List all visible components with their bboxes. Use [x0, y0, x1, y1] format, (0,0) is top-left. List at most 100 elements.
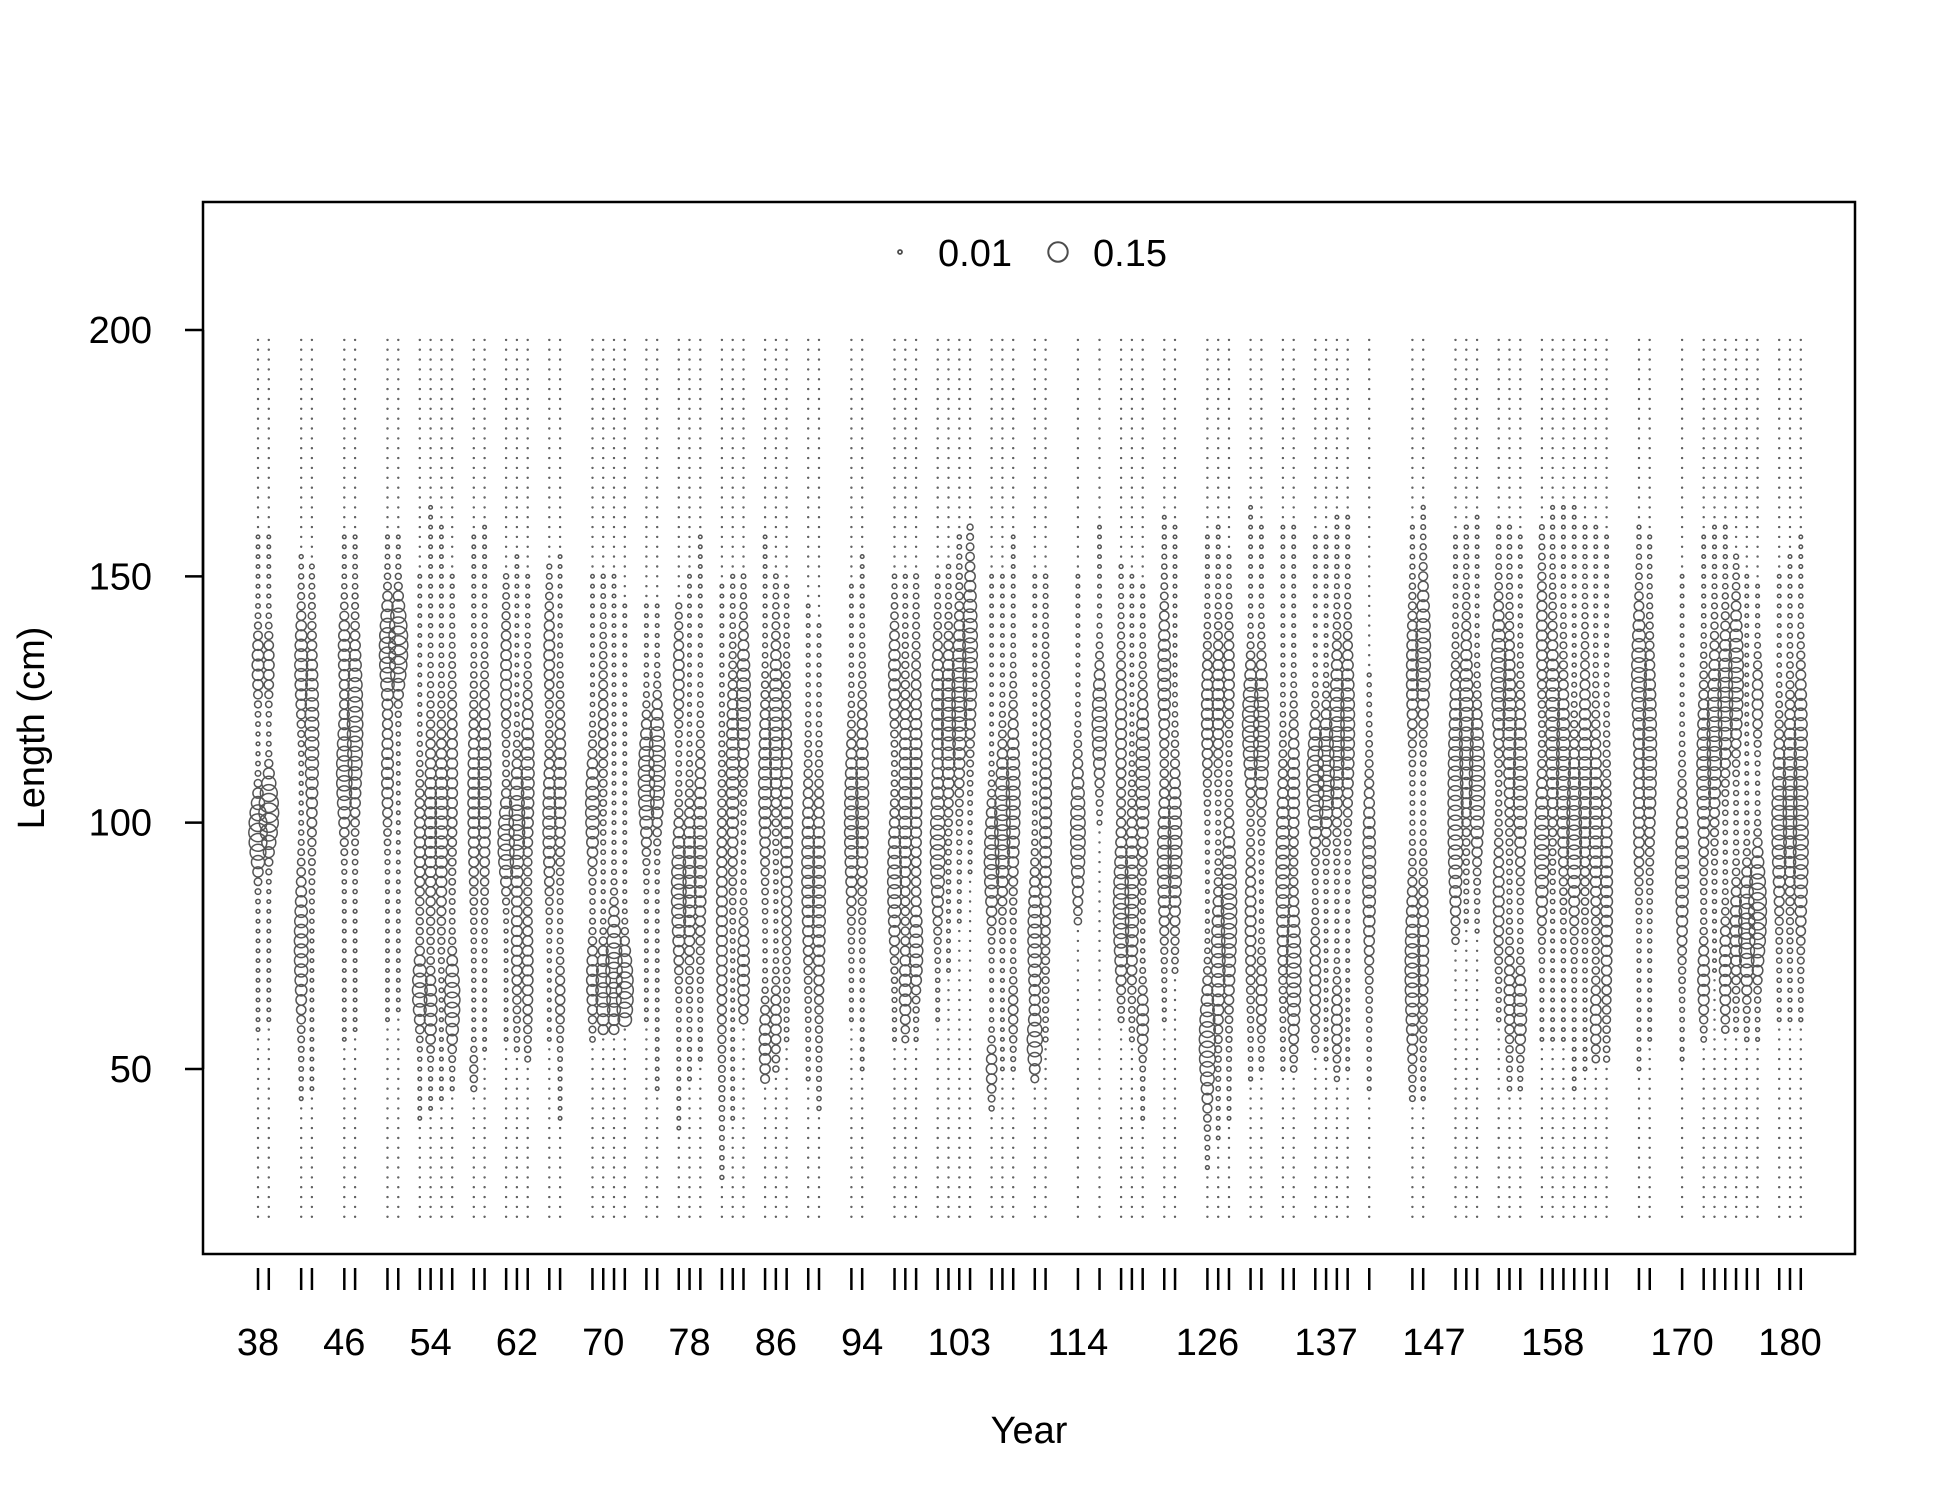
bubble — [1098, 929, 1101, 933]
bubble — [774, 1195, 778, 1199]
bubble — [418, 545, 421, 548]
bubble — [901, 631, 909, 640]
bubble — [989, 692, 995, 698]
bubble — [1117, 602, 1125, 610]
bubble — [514, 583, 520, 589]
bubble — [298, 760, 305, 767]
bubble — [546, 1007, 552, 1013]
bubble — [307, 858, 316, 867]
bubble — [447, 670, 457, 680]
bubble — [1032, 760, 1038, 767]
bubble — [428, 1105, 434, 1111]
bubble — [988, 1007, 995, 1013]
bubble — [742, 1038, 745, 1041]
bubble — [904, 437, 907, 440]
bubble — [850, 1067, 853, 1071]
bubble — [936, 496, 939, 499]
bubble — [612, 1038, 616, 1041]
bubble — [546, 1036, 552, 1042]
bubble — [779, 816, 794, 830]
bubble — [623, 1048, 626, 1051]
bubble — [395, 544, 401, 550]
bubble — [451, 417, 454, 420]
bubble — [947, 1117, 950, 1120]
bubble — [912, 1016, 920, 1023]
bubble — [817, 338, 821, 342]
bubble — [989, 997, 995, 1003]
bubble — [267, 338, 270, 342]
bubble — [1032, 701, 1038, 707]
bubble — [1141, 1136, 1144, 1140]
bubble — [483, 437, 486, 440]
bubble — [1039, 885, 1052, 898]
bubble — [859, 997, 865, 1003]
bubble — [438, 661, 445, 669]
bubble — [310, 1166, 314, 1169]
bubble — [1009, 1045, 1017, 1053]
bubble — [995, 854, 1010, 870]
bubble — [654, 987, 660, 993]
bubble — [717, 1044, 727, 1054]
bubble — [1135, 765, 1151, 782]
bubble — [472, 1107, 475, 1110]
bubble — [427, 661, 434, 669]
bubble — [353, 1166, 357, 1169]
bubble — [418, 358, 421, 361]
bubble — [1010, 534, 1016, 540]
bubble — [806, 575, 810, 578]
bubble — [805, 701, 812, 708]
bubble — [591, 338, 594, 342]
bubble — [1130, 348, 1134, 351]
bubble — [699, 1107, 702, 1110]
bubble — [1033, 417, 1037, 420]
bubble — [847, 947, 855, 955]
bubble — [1130, 358, 1134, 361]
bubble — [1033, 407, 1037, 410]
bubble — [1001, 348, 1004, 351]
bubble — [645, 584, 648, 588]
bubble — [298, 553, 304, 560]
bubble — [429, 1156, 432, 1159]
bubble — [548, 486, 551, 489]
bubble — [645, 1107, 648, 1110]
bubble — [545, 582, 554, 591]
bubble — [893, 1146, 896, 1150]
bubble — [308, 868, 316, 876]
bubble — [1076, 437, 1080, 440]
bubble — [774, 358, 778, 361]
bubble — [731, 1166, 734, 1169]
bubble — [622, 642, 628, 648]
bubble — [623, 545, 626, 548]
bubble — [1141, 348, 1144, 351]
bubble — [731, 1215, 734, 1219]
bubble — [720, 506, 724, 509]
bubble — [449, 1075, 456, 1082]
bubble — [601, 1146, 605, 1150]
bubble — [990, 407, 993, 410]
bubble — [693, 806, 708, 820]
bubble — [386, 1185, 389, 1189]
bubble — [1141, 476, 1144, 479]
bubble — [523, 1045, 532, 1054]
bubble — [470, 927, 478, 935]
bubble — [947, 1067, 950, 1071]
bubble — [1011, 476, 1015, 479]
bubble — [557, 1066, 563, 1072]
bubble — [893, 1097, 896, 1100]
bubble — [909, 924, 924, 939]
bubble — [1156, 874, 1172, 890]
bubble — [587, 936, 598, 946]
bubble — [855, 785, 870, 801]
bubble — [395, 800, 401, 806]
bubble — [418, 486, 421, 489]
bubble — [293, 963, 309, 978]
bubble — [1010, 642, 1017, 649]
bubble — [296, 857, 306, 867]
bubble — [424, 845, 438, 859]
bubble — [508, 814, 526, 832]
bubble — [558, 1195, 562, 1199]
bubble — [504, 1166, 508, 1169]
bubble — [1033, 1156, 1037, 1159]
bubble — [1118, 583, 1125, 590]
bubble — [988, 967, 995, 974]
